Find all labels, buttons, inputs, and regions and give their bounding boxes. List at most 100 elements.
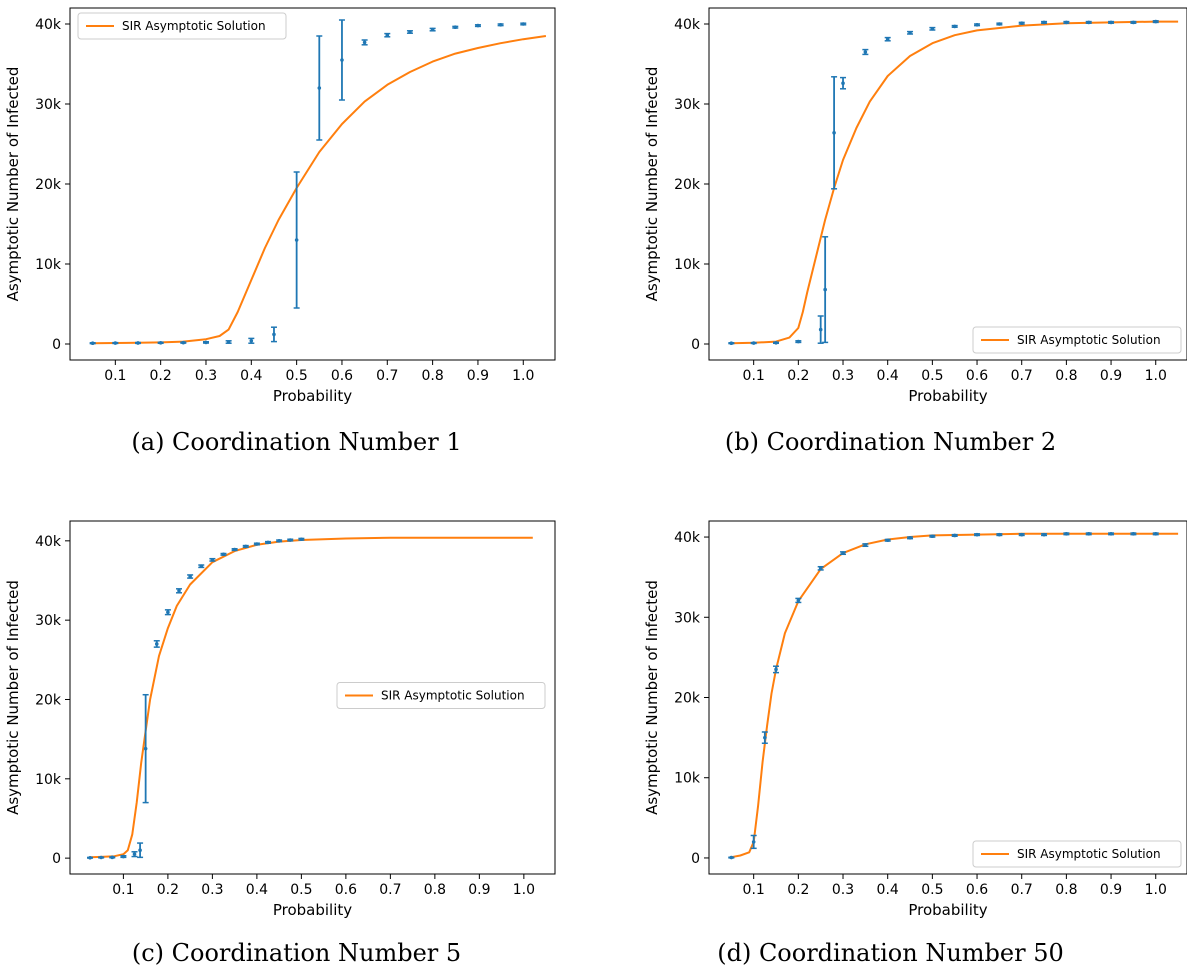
x-tick-label: 0.7 [376, 368, 398, 384]
legend: SIR Asymptotic Solution [77, 12, 287, 40]
data-marker [885, 37, 890, 41]
data-point [231, 547, 238, 552]
x-tick-label: 0.6 [966, 368, 988, 384]
data-point [750, 834, 757, 850]
chart-b: 0.1 0.2 0.3 0.4 0.5 0.6 0.7 0.8 0.9 1.0 0 10k 20k 30k… [643, 7, 1187, 405]
data-point [87, 855, 94, 860]
data-marker [1131, 532, 1136, 536]
data-marker [221, 552, 226, 557]
data-marker [930, 534, 935, 539]
axes-frame [708, 7, 1187, 361]
x-tick-label: 0.7 [1011, 368, 1033, 384]
x-tick-label: 0.3 [195, 368, 217, 384]
data-point [773, 665, 780, 674]
data-point [153, 640, 160, 648]
data-marker [1131, 20, 1136, 25]
data-marker [729, 341, 734, 346]
data-marker [255, 542, 259, 546]
data-point [1130, 20, 1137, 25]
sir-solution-line [731, 20, 1179, 345]
data-point [220, 552, 227, 557]
x-axis-title: Probability [908, 901, 987, 919]
data-point [137, 842, 144, 859]
data-point [907, 536, 914, 540]
data-point [862, 543, 869, 548]
x-tick-label: 0.2 [157, 882, 179, 898]
x-tick-label: 0.4 [877, 368, 899, 384]
data-point [996, 532, 1003, 537]
data-point [131, 851, 138, 858]
x-tick-label: 0.5 [921, 882, 943, 898]
data-point [1063, 532, 1070, 536]
data-marker [952, 24, 957, 29]
x-tick-label: 0.1 [104, 368, 126, 384]
panel-d: 0.1 0.2 0.3 0.4 0.5 0.6 0.7 0.8 0.9 1.0 0 10k 20k 30k… [594, 489, 1187, 978]
data-marker [823, 287, 827, 292]
data-point [1085, 532, 1092, 536]
data-marker [177, 589, 181, 593]
x-tick-label: 0.9 [468, 882, 490, 898]
data-marker [340, 58, 344, 62]
data-marker [136, 341, 140, 345]
data-point [384, 32, 391, 38]
data-marker [863, 50, 868, 54]
data-point [202, 340, 209, 345]
data-point [817, 565, 824, 571]
data-point [951, 533, 958, 538]
data-marker [952, 533, 957, 538]
y-tick-label: 40k [35, 534, 62, 550]
data-marker [1109, 532, 1113, 536]
data-point [520, 22, 527, 26]
data-point [157, 341, 164, 345]
data-marker [317, 86, 322, 90]
data-marker [294, 238, 299, 242]
data-point [1152, 19, 1159, 24]
data-marker [729, 855, 734, 860]
y-axis-title: Asymptotic Number of Infected [4, 580, 22, 815]
data-point [929, 26, 936, 31]
data-marker [453, 25, 458, 30]
data-point [134, 341, 141, 345]
x-tick-label: 1.0 [513, 882, 535, 898]
data-point [474, 23, 481, 28]
x-tick-label: 0.7 [379, 882, 401, 898]
data-marker [1019, 21, 1024, 26]
x-tick-label: 0.8 [421, 368, 443, 384]
data-marker [299, 537, 304, 542]
data-marker [1086, 532, 1091, 536]
data-point [822, 236, 829, 344]
data-point [248, 337, 255, 344]
y-tick-label: 30k [35, 97, 62, 113]
chart-a: 0.1 0.2 0.3 0.4 0.5 0.6 0.7 0.8 0.9 1.0 0 10k 20k 30k… [4, 7, 556, 405]
data-marker [226, 340, 231, 344]
legend-label: SIR Asymptotic Solution [122, 19, 266, 33]
data-point [1063, 20, 1070, 25]
data-marker [751, 341, 756, 345]
y-tick-label: 10k [674, 257, 701, 273]
data-marker [975, 532, 979, 537]
data-point [773, 341, 780, 345]
y-tick-label: 30k [35, 613, 62, 629]
sir-solution-line [731, 532, 1179, 859]
data-marker [143, 746, 148, 751]
legend-label: SIR Asymptotic Solution [381, 689, 525, 703]
data-point [209, 557, 216, 562]
x-tick-label: 0.7 [1011, 882, 1033, 898]
data-marker [796, 339, 801, 344]
x-tick-label: 1.0 [1145, 882, 1167, 898]
data-marker [818, 327, 823, 332]
y-tick-label: 10k [35, 257, 62, 273]
data-marker [121, 854, 126, 859]
axes-frame [708, 520, 1187, 875]
data-point [225, 340, 232, 344]
x-tick-label: 0.6 [335, 882, 357, 898]
data-point [761, 731, 768, 744]
data-point [316, 35, 323, 141]
legend-label: SIR Asymptotic Solution [1017, 333, 1161, 347]
x-tick-label: 0.3 [832, 368, 854, 384]
data-marker [232, 547, 237, 552]
data-marker [1019, 532, 1024, 537]
x-tick-label: 0.9 [1100, 368, 1122, 384]
x-axis-title: Probability [273, 387, 352, 405]
data-point [929, 534, 936, 539]
